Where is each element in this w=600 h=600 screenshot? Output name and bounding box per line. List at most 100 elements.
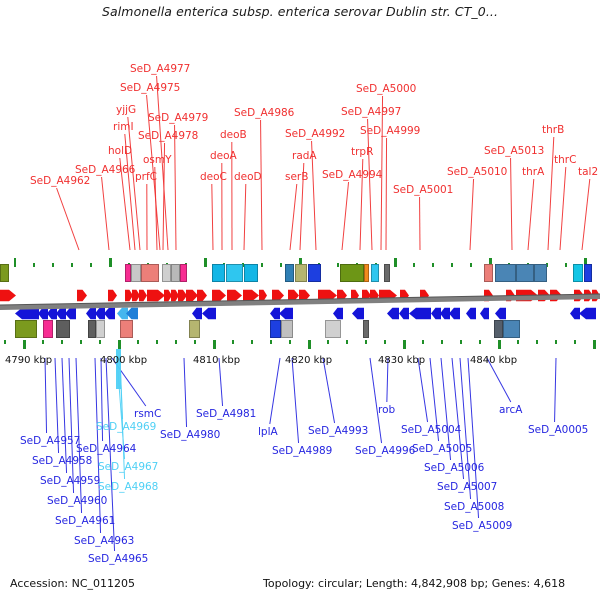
gene-label-reverse[interactable]: SeD_A4989 (272, 445, 333, 457)
gene-arrow-forward[interactable] (379, 289, 397, 302)
gene-arrow-forward[interactable] (186, 289, 198, 302)
feature-box-forward[interactable] (212, 264, 225, 282)
gene-label-reverse[interactable]: SeD_A4969 (96, 421, 157, 433)
gene-label-reverse[interactable]: SeD_A4964 (76, 443, 137, 455)
gene-label-forward[interactable]: deoD (234, 171, 262, 183)
gene-arrow-forward[interactable] (259, 289, 267, 302)
gene-arrow-reverse[interactable] (86, 307, 96, 320)
gene-label-forward[interactable]: deoC (200, 171, 227, 183)
gene-label-reverse[interactable]: SeD_A4993 (308, 425, 369, 437)
gene-arrow-forward[interactable] (351, 289, 359, 302)
gene-label-forward[interactable]: holD (108, 145, 133, 157)
gene-arrow-forward[interactable] (288, 289, 299, 302)
gene-label-forward[interactable]: thrB (542, 124, 565, 136)
feature-box-reverse[interactable] (120, 320, 133, 338)
feature-box-row-forward[interactable] (0, 264, 600, 282)
gene-arrow-reverse[interactable] (56, 307, 66, 320)
gene-label-reverse[interactable]: SeD_A4980 (160, 429, 221, 441)
gene-label-forward[interactable]: thrC (554, 154, 577, 166)
gene-arrow-forward[interactable] (337, 289, 347, 302)
gene-label-reverse[interactable]: SeD_A0005 (528, 424, 589, 436)
gene-label-forward[interactable]: trpR (351, 146, 374, 158)
feature-box-forward[interactable] (180, 264, 187, 282)
gene-label-reverse[interactable]: SeD_A4958 (32, 455, 93, 467)
feature-box-forward[interactable] (573, 264, 583, 282)
gene-label-reverse[interactable]: lplA (258, 426, 278, 438)
feature-box-forward[interactable] (285, 264, 294, 282)
gene-label-reverse[interactable]: SeD_A4967 (98, 461, 159, 473)
gene-label-forward[interactable]: SeD_A5000 (356, 83, 417, 95)
gene-arrow-reverse[interactable] (15, 307, 39, 320)
gene-arrow-forward[interactable] (243, 289, 259, 302)
gene-label-reverse[interactable]: SeD_A5006 (424, 462, 485, 474)
gene-label-forward[interactable]: osmY (143, 154, 172, 166)
gene-label-forward[interactable]: deoB (220, 129, 247, 141)
feature-box-reverse[interactable] (363, 320, 369, 338)
selection-highlight-column[interactable] (116, 349, 121, 389)
gene-arrow-reverse[interactable] (480, 307, 489, 320)
gene-label-reverse[interactable]: SeD_A4968 (98, 481, 159, 493)
gene-arrow-forward[interactable] (227, 289, 242, 302)
gene-label-reverse[interactable]: SeD_A5008 (444, 501, 505, 513)
gene-arrow-reverse[interactable] (352, 307, 364, 320)
gene-label-reverse[interactable]: SeD_A5007 (437, 481, 498, 493)
gene-label-forward[interactable]: SeD_A4992 (285, 128, 346, 140)
feature-box-forward[interactable] (125, 264, 131, 282)
gene-arrow-reverse[interactable] (409, 307, 431, 320)
gene-arrow-reverse[interactable] (47, 307, 57, 320)
gene-label-reverse[interactable]: SeD_A5009 (452, 520, 513, 532)
gene-arrow-forward[interactable] (171, 289, 179, 302)
feature-box-forward[interactable] (340, 264, 364, 282)
feature-box-forward[interactable] (141, 264, 159, 282)
gene-label-reverse[interactable]: SeD_A4965 (88, 553, 149, 565)
gene-label-forward[interactable]: deoA (210, 150, 237, 162)
gene-arrow-reverse[interactable] (570, 307, 580, 320)
gene-label-forward[interactable]: rimI (113, 121, 134, 133)
gene-arrow-forward[interactable] (318, 289, 337, 302)
gene-label-reverse[interactable]: SeD_A4961 (55, 515, 116, 527)
feature-box-forward[interactable] (162, 264, 171, 282)
gene-label-reverse[interactable]: SeD_A4959 (40, 475, 101, 487)
gene-arrow-forward[interactable] (362, 289, 371, 302)
gene-arrow-forward[interactable] (420, 289, 429, 302)
feature-box-forward[interactable] (308, 264, 321, 282)
feature-box-forward[interactable] (295, 264, 307, 282)
feature-box-reverse[interactable] (494, 320, 503, 338)
gene-label-forward[interactable]: SeD_A4962 (30, 175, 91, 187)
gene-arrow-row-reverse[interactable] (0, 306, 600, 322)
feature-box-forward[interactable] (244, 264, 258, 282)
gene-arrow-forward[interactable] (132, 289, 140, 302)
gene-arrow-forward[interactable] (197, 289, 207, 302)
gene-arrow-forward[interactable] (484, 289, 493, 302)
gene-arrow-reverse[interactable] (202, 307, 216, 320)
gene-arrow-reverse[interactable] (387, 307, 399, 320)
gene-label-forward[interactable]: tal2 (578, 166, 599, 178)
gene-label-forward[interactable]: SeD_A4966 (75, 164, 136, 176)
gene-arrow-reverse[interactable] (399, 307, 409, 320)
gene-arrow-reverse[interactable] (279, 307, 293, 320)
gene-label-forward[interactable]: SeD_A4999 (360, 125, 421, 137)
gene-arrow-forward[interactable] (299, 289, 310, 302)
gene-arrow-forward[interactable] (370, 289, 379, 302)
gene-label-reverse[interactable]: SeD_A5005 (412, 443, 473, 455)
gene-label-forward[interactable]: SeD_A5010 (447, 166, 508, 178)
gene-label-forward[interactable]: SeD_A4986 (234, 107, 295, 119)
feature-box-reverse[interactable] (15, 320, 37, 338)
gene-arrow-reverse[interactable] (440, 307, 450, 320)
feature-box-reverse[interactable] (189, 320, 200, 338)
gene-arrow-reverse[interactable] (117, 307, 128, 320)
gene-label-reverse[interactable]: SeD_A4996 (355, 445, 416, 457)
feature-box-forward[interactable] (495, 264, 516, 282)
feature-box-reverse[interactable] (281, 320, 293, 338)
gene-label-forward[interactable]: SeD_A4994 (322, 169, 383, 181)
gene-label-forward[interactable]: SeD_A4977 (130, 63, 191, 75)
feature-box-forward[interactable] (0, 264, 9, 282)
gene-label-forward[interactable]: SeD_A4997 (341, 106, 402, 118)
gene-arrow-forward[interactable] (164, 289, 172, 302)
gene-label-reverse[interactable]: SeD_A4960 (47, 495, 108, 507)
feature-box-reverse[interactable] (43, 320, 53, 338)
gene-label-forward[interactable]: prfC (135, 171, 158, 183)
feature-box-forward[interactable] (371, 264, 379, 282)
gene-label-forward[interactable]: SeD_A4975 (120, 82, 181, 94)
gene-arrow-forward[interactable] (272, 289, 284, 302)
